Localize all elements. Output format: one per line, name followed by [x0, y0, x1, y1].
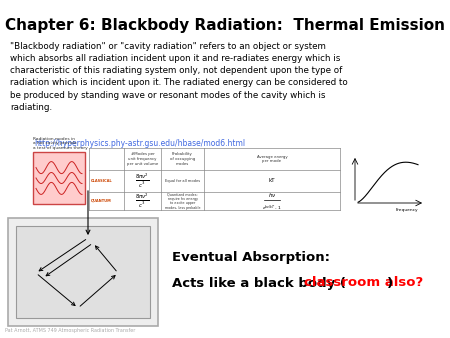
Text: Average energy
per mode: Average energy per mode — [256, 155, 287, 163]
Text: $\frac{8\pi\nu^2}{c^3}$: $\frac{8\pi\nu^2}{c^3}$ — [135, 192, 150, 210]
Text: Equal for all modes: Equal for all modes — [165, 179, 200, 183]
Text: "Blackbody radiation" or "cavity radiation" refers to an object or system
which : "Blackbody radiation" or "cavity radiati… — [10, 42, 348, 112]
Bar — [8, 218, 158, 326]
Text: Chapter 6: Blackbody Radiation:  Thermal Emission: Chapter 6: Blackbody Radiation: Thermal … — [5, 18, 445, 33]
Text: $e^{h\nu/kT}$ - 1: $e^{h\nu/kT}$ - 1 — [262, 203, 282, 213]
Text: http://hyperphysics.phy-astr.gsu.edu/hbase/mod6.html: http://hyperphysics.phy-astr.gsu.edu/hba… — [34, 139, 245, 148]
Text: Probability
of occupying
modes: Probability of occupying modes — [170, 152, 195, 166]
Bar — [16, 226, 150, 318]
Text: kT: kT — [269, 178, 275, 184]
Text: Pat Arnott, ATMS 749 Atmospheric Radiation Transfer: Pat Arnott, ATMS 749 Atmospheric Radiati… — [5, 328, 135, 333]
Text: Quantized modes:
require hv energy
to excite upper
modes, less probable: Quantized modes: require hv energy to ex… — [165, 192, 200, 210]
Text: QUANTUM: QUANTUM — [91, 199, 112, 203]
Text: $h\nu$: $h\nu$ — [268, 191, 276, 199]
Text: Radiation modes in
a hot cavity provide
a test of quantum theory: Radiation modes in a hot cavity provide … — [33, 137, 88, 150]
Text: $\frac{8\pi\nu^2}{c^3}$: $\frac{8\pi\nu^2}{c^3}$ — [135, 172, 150, 190]
Text: Frequency: Frequency — [396, 208, 418, 212]
Text: ): ) — [387, 276, 393, 290]
Text: classroom also?: classroom also? — [305, 276, 424, 290]
Text: Eventual Absorption:: Eventual Absorption: — [172, 251, 330, 265]
Text: CLASSICAL: CLASSICAL — [91, 179, 113, 183]
Text: Acts like a black body (: Acts like a black body ( — [172, 276, 346, 290]
Bar — [33, 152, 85, 204]
Text: #Modes per
unit frequency
per unit volume: #Modes per unit frequency per unit volum… — [127, 152, 158, 166]
